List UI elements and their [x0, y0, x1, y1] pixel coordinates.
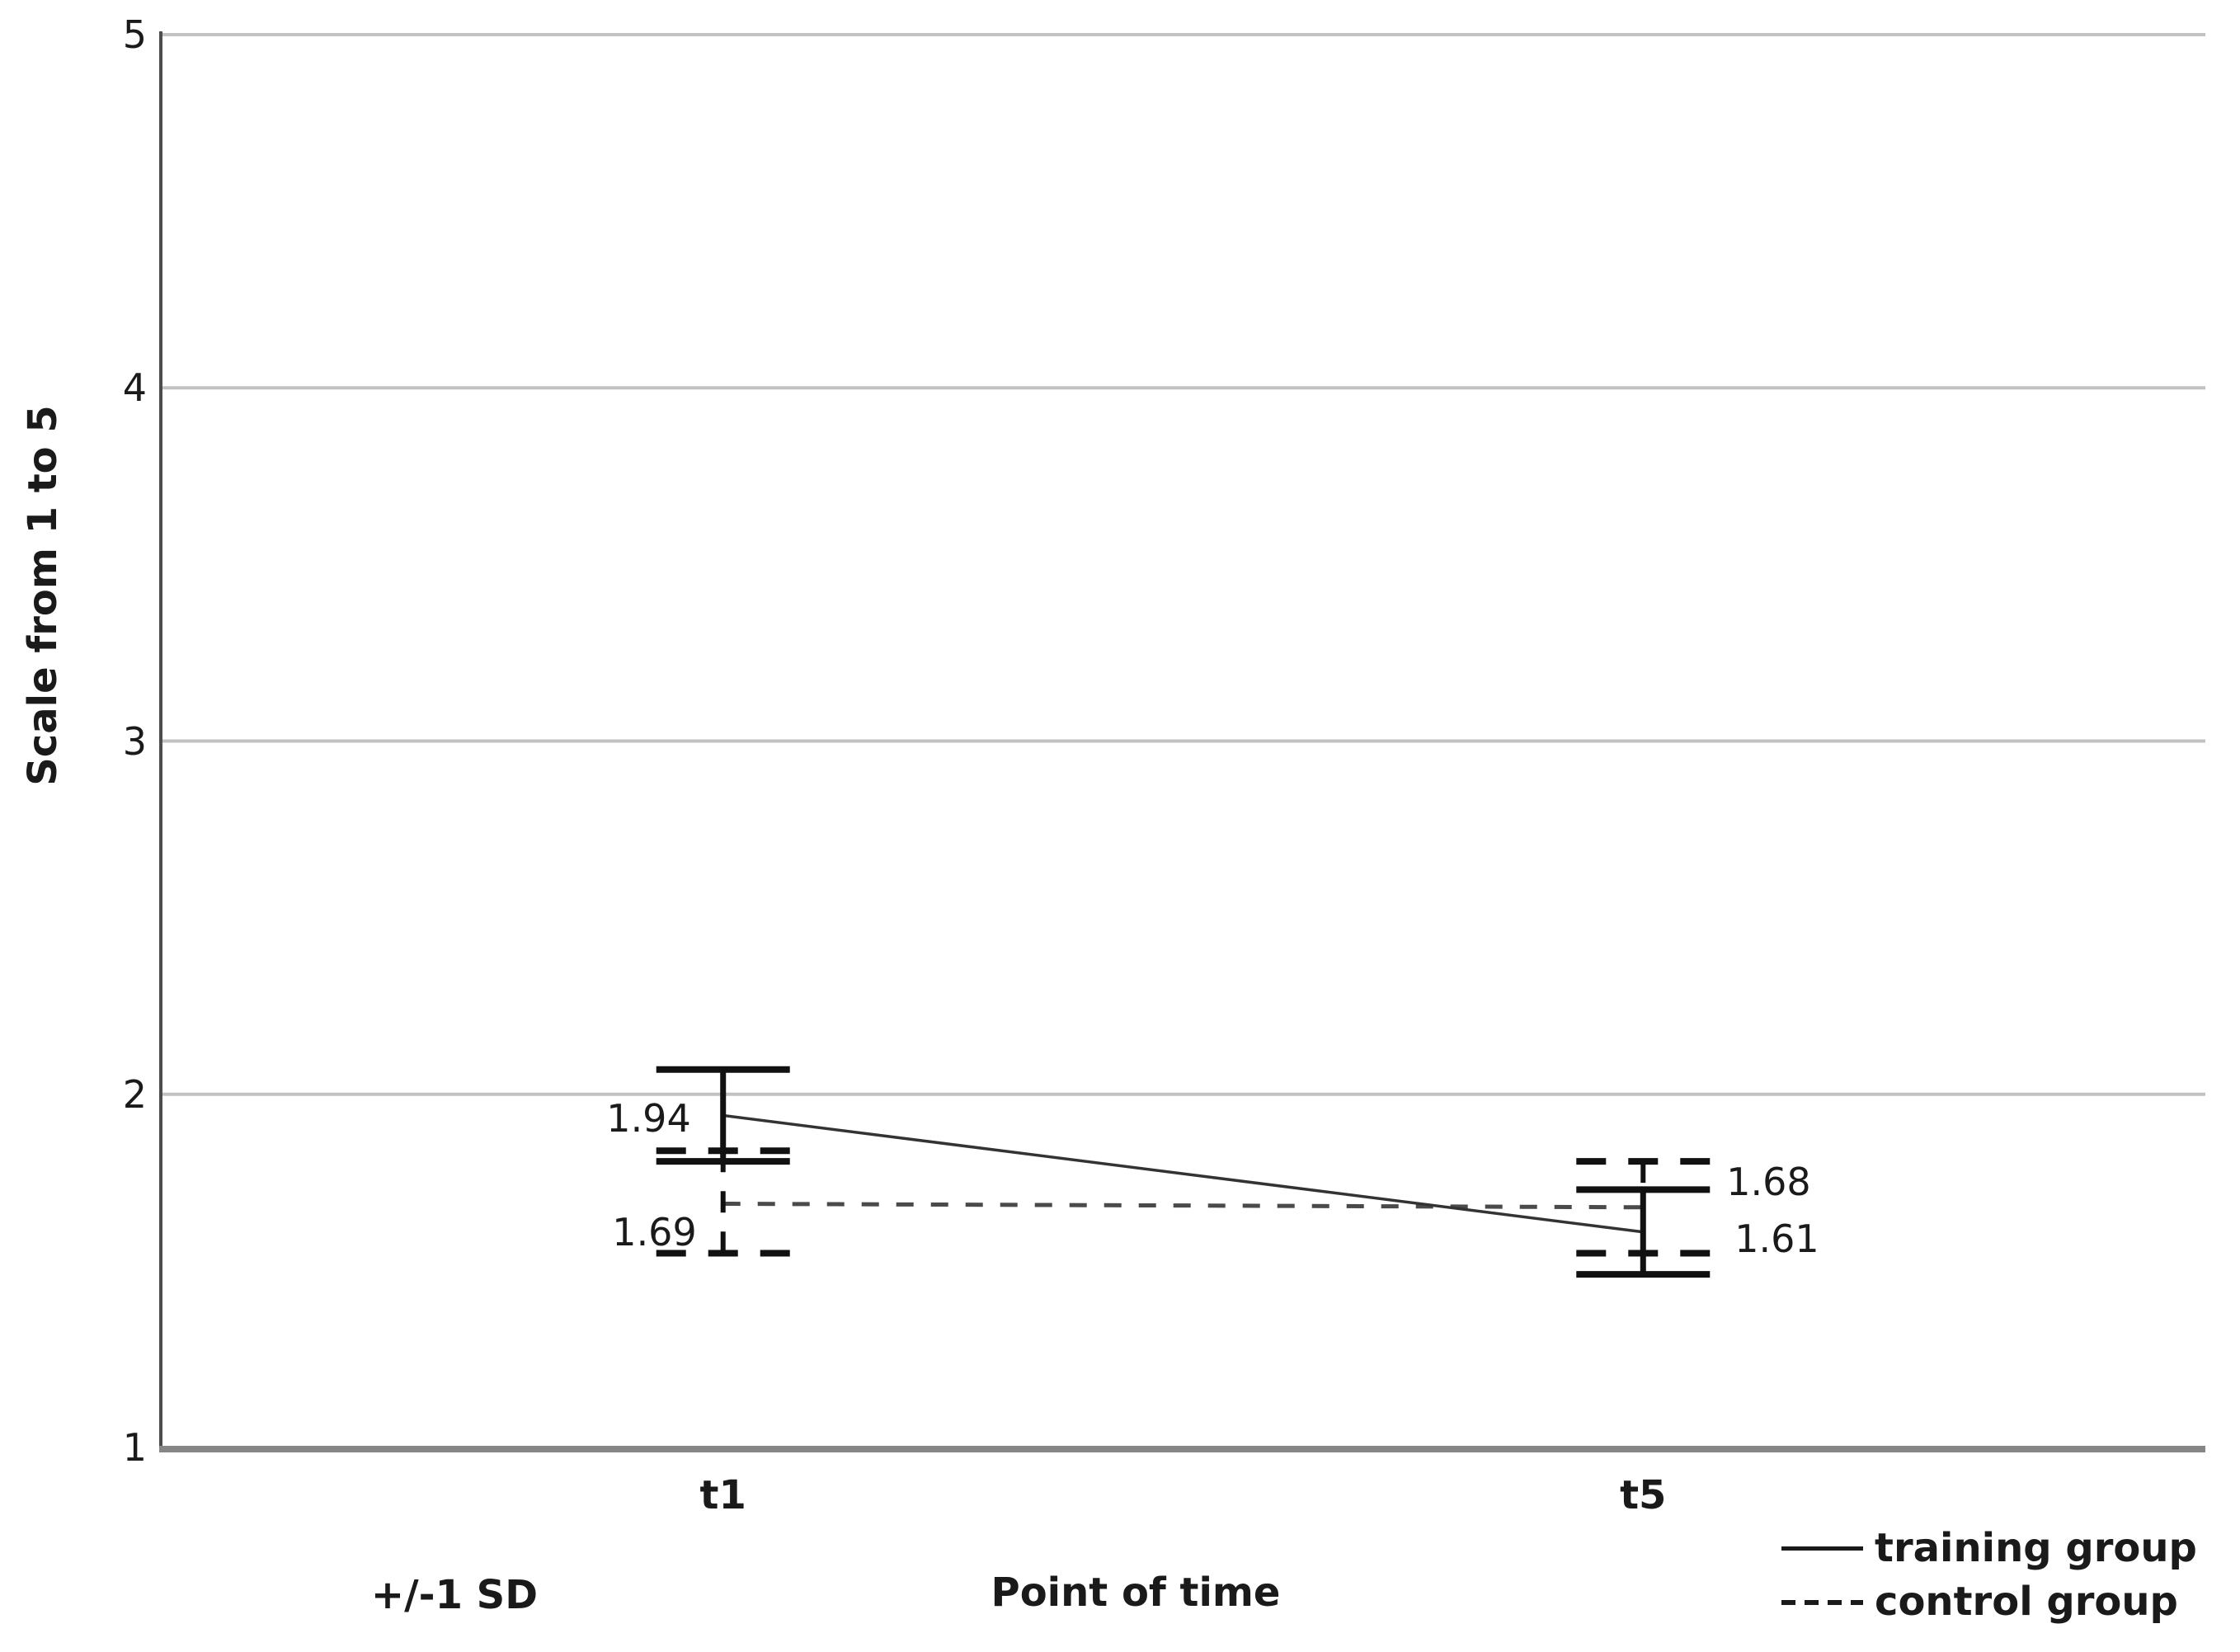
y-tick-label: 4 — [122, 365, 147, 411]
error-bar-note: +/-1 SD — [370, 1572, 539, 1618]
y-tick-label: 2 — [122, 1071, 147, 1117]
y-tick-label: 1 — [122, 1425, 147, 1470]
x-tick-label: t1 — [699, 1472, 746, 1518]
training-series-line — [722, 1113, 1644, 1234]
legend: training group control group — [1781, 1527, 2197, 1623]
legend-item-control: control group — [1781, 1579, 2197, 1626]
y-tick-label: 3 — [122, 718, 147, 764]
legend-item-training: training group — [1781, 1527, 2197, 1569]
legend-label-control: control group — [1875, 1579, 2178, 1626]
x-axis-title: Point of time — [991, 1570, 1281, 1616]
legend-label-training: training group — [1875, 1525, 2197, 1571]
data-label-control-t1: 1.69 — [612, 1209, 697, 1254]
y-axis-title: Scale from 1 to 5 — [20, 405, 66, 786]
data-label-training-t5: 1.61 — [1734, 1216, 1819, 1261]
y-tick-label: 5 — [122, 12, 147, 57]
data-label-training-t1: 1.94 — [606, 1096, 691, 1141]
solid-line-sample-icon — [1781, 1546, 1863, 1551]
data-label-control-t5: 1.68 — [1726, 1159, 1811, 1204]
dashed-line-sample-icon — [1781, 1599, 1863, 1605]
control-series-line — [722, 1202, 1644, 1210]
x-tick-label: t5 — [1620, 1472, 1667, 1518]
